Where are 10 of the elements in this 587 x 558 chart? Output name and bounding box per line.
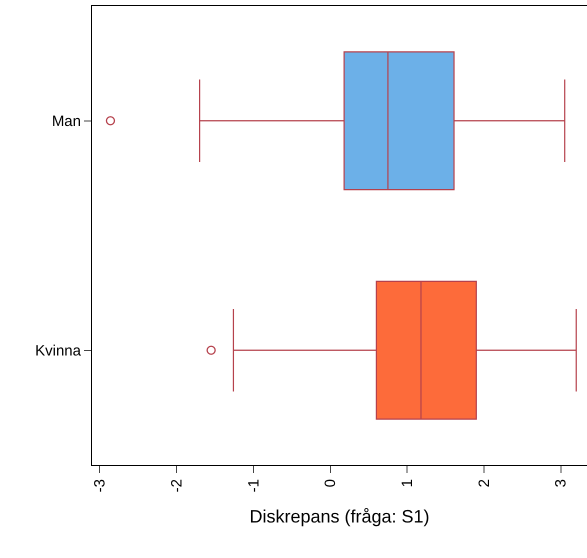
x-tick-label: 3 bbox=[552, 479, 570, 488]
x-tick-label: -2 bbox=[168, 479, 186, 492]
y-tick-label: Man bbox=[52, 113, 81, 130]
x-tick-label: -1 bbox=[245, 479, 262, 492]
x-tick-label: 0 bbox=[322, 479, 340, 488]
x-tick-label: -3 bbox=[92, 479, 109, 492]
x-axis-title: Diskrepans (fråga: S1) bbox=[249, 506, 430, 526]
x-tick-label: 2 bbox=[476, 479, 493, 488]
y-tick-label: Kvinna bbox=[35, 342, 82, 360]
x-tick-label: 1 bbox=[399, 479, 416, 488]
